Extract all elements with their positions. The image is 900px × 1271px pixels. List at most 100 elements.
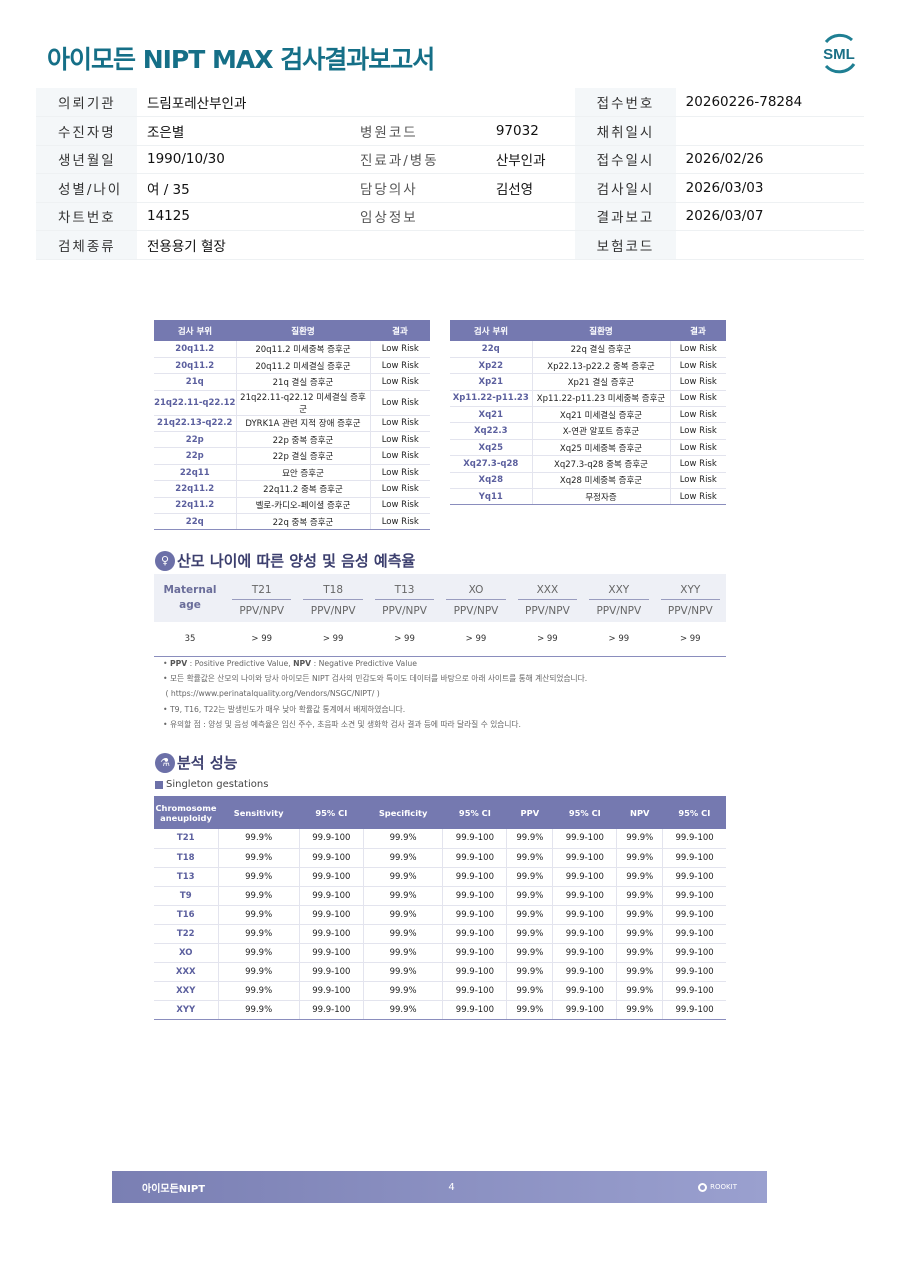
region-cell: Xq25 [450,439,533,457]
disease-cell: Xq27.3-q28 중복 증후군 [532,455,671,473]
metric-cell: 99.9-100 [442,905,508,925]
table-row: T22 99.9% 99.9-100 99.9% 99.9-100 99.9% 99.9-1… [154,924,726,944]
pregnant-woman-icon: ♀ [155,550,175,571]
table-row: 20q11.2 20q11.2 미세결실 증후군 Low Risk [154,357,430,375]
metric-cell: 99.9% [363,924,444,944]
metric-cell: 99.9-100 [299,886,364,906]
metric-cell: 99.9-100 [552,886,618,906]
table-row: Xq25 Xq25 미세중복 증후군 Low Risk [450,439,726,457]
metric-cell: 99.9% [363,943,444,963]
metric-cell: 99.9-100 [552,829,618,849]
info-label: 채취일시 [574,116,676,146]
metric-cell: 99.9% [218,981,300,1001]
aneuploidy-cell: XYY [154,1000,219,1020]
metric-cell: 99.9% [616,924,664,944]
square-bullet-icon [155,780,163,789]
table-row: 22p 22p 결실 증후군 Low Risk [154,447,430,465]
column-label: XXX [517,584,578,600]
region-cell: Xq27.3-q28 [450,455,533,473]
metric-cell: 99.9-100 [662,829,726,849]
info-label: 진료과/병동 [342,145,486,174]
metric-cell: 99.9% [363,886,444,906]
region-cell: 22p [154,431,237,449]
rookit-logo-icon [698,1182,708,1192]
col-header: 질환명 [236,320,370,341]
info-label: 차트번호 [36,202,137,231]
note-text: : Negative Predictive Value [311,659,417,668]
region-cell: 22q11.2 [154,497,237,515]
metric-cell: 99.9-100 [662,924,726,944]
region-cell: Xq22.3 [450,422,533,440]
section-title: 산모 나이에 따른 양성 및 음성 예측율 [177,552,416,570]
metric-cell: 99.9-100 [299,924,364,944]
column-label: XYY [660,584,720,600]
col-header: PPV [506,796,553,829]
patient-info-table: 의뢰기관 드림포레산부인과 접수번호 20260226-78284 수진자명 조은별 병원코… [36,88,864,260]
region-cell: 20q11.2 [154,357,237,375]
note-line: • 유의할 점 : 양성 및 음성 예측율은 임신 주수, 초음파 소견 및 생… [163,719,521,729]
performance-table: Chromosome aneuploidy Sensitivity 95% CI Sp… [154,796,726,1020]
column-label: T21 [232,584,292,600]
ppv-column-header: T18 [297,574,369,600]
metric-cell: 99.9% [506,886,554,906]
result-cell: Low Risk [670,455,726,473]
svg-text:SML: SML [823,46,855,63]
table-row: Xp21 Xp21 결실 증후군 Low Risk [450,373,726,391]
aneuploidy-cell: T13 [154,867,219,887]
aneuploidy-cell: T18 [154,848,219,868]
metric-cell: 99.9% [616,943,664,963]
note-text: T9, T16, T22는 발생빈도가 매우 낮아 확률값 통계에서 배제하였습… [169,704,406,714]
info-value: 여 / 35 [137,173,342,203]
subtitle-text: Singleton gestations [166,779,269,790]
info-row: 검체종류 전용용기 혈장 보험코드 [36,230,864,260]
metric-cell: 99.9-100 [299,905,364,925]
region-cell: 22p [154,447,237,465]
column-label: T13 [374,584,435,600]
disease-cell: 22q 중복 증후군 [236,513,371,531]
info-value: 20260226-78284 [675,88,864,117]
region-cell: Xp22 [450,357,533,375]
ppv-column-header: XXX [511,574,584,600]
metric-cell: 99.9% [218,924,300,944]
ppv-npv-label: PPV/NPV [226,600,298,622]
disease-cell: 22p 결실 증후군 [236,447,371,465]
metric-cell: 99.9% [218,848,300,868]
disease-cell: 22q 결실 증후군 [532,341,671,358]
metric-cell: 99.9-100 [552,924,618,944]
table-row: 21q 21q 결실 증후군 Low Risk [154,373,430,391]
table-row: T9 99.9% 99.9-100 99.9% 99.9-100 99.9% 99.9-10… [154,886,726,906]
metric-cell: 99.9% [218,886,300,906]
metric-cell: 99.9-100 [442,1000,508,1020]
disease-cell: Xp22.13-p22.2 중복 증후군 [532,357,671,375]
region-cell: Xp21 [450,373,533,391]
performance-subtitle: Singleton gestations [155,779,268,790]
section-title: 분석 성능 [177,754,238,772]
aneuploidy-cell: XXY [154,981,219,1001]
info-row: 생년월일 1990/10/30 진료과/병동 산부인과 접수일시 2026/02/26 [36,145,864,174]
metric-cell: 99.9% [363,867,444,887]
disease-cell: Xp11.22-p11.23 미세중복 증후군 [532,390,671,408]
ppv-value: > 99 [368,622,441,657]
metric-cell: 99.9% [506,943,554,963]
result-cell: Low Risk [370,341,430,358]
info-value [675,116,864,146]
info-value: 14125 [137,202,342,231]
info-label: 임상정보 [342,202,486,231]
metric-cell: 99.9% [218,829,300,849]
result-cell: Low Risk [370,357,430,375]
disease-cell: X-연관 알포트 증후군 [532,422,671,440]
metric-cell: 99.9-100 [299,962,364,982]
table-row: Xq22.3 X-연관 알포트 증후군 Low Risk [450,422,726,440]
note-line: ( https://www.perinatalquality.org/Vendo… [163,686,587,701]
info-label: 병원코드 [342,116,486,146]
result-cell: Low Risk [670,390,726,408]
col-header: 95% CI [299,796,364,829]
table-row: 22q11 묘안 증후군 Low Risk [154,464,430,482]
region-cell: 22q [450,341,533,358]
info-label: 검체종류 [36,230,137,260]
metric-cell: 99.9% [218,867,300,887]
region-table-right: 검사 부위 질환명 결과 22q 22q 결실 증후군 Low Risk Xp22 Xp22… [450,320,726,506]
info-value: 드림포레산부인과 [137,88,575,117]
info-value: 1990/10/30 [137,145,342,174]
note-text: NPV [293,659,312,668]
